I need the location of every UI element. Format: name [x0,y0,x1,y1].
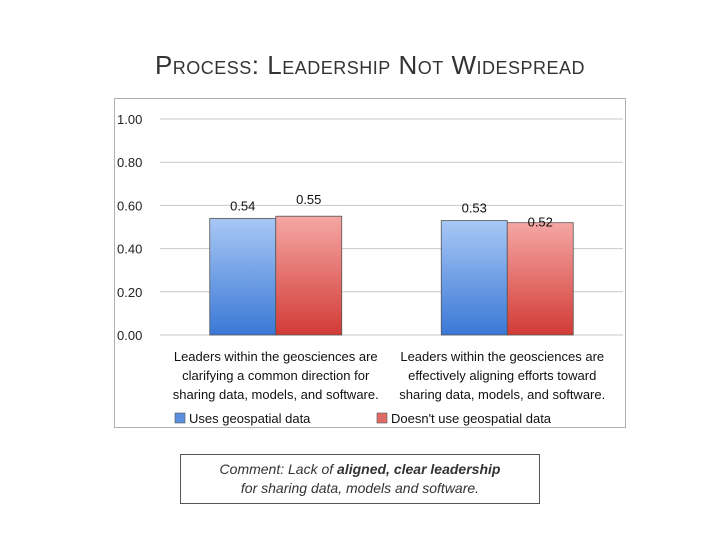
comment-bold: aligned, clear leadership [337,461,501,477]
category-label: Leaders within the geosciences are [174,349,378,364]
category-label: Leaders within the geosciences are [400,349,604,364]
category-label: effectively aligning efforts toward [408,368,596,383]
bar-chart: 0.00 0.20 0.40 0.60 0.80 1.00 0.54 0.55 0.53 0.5… [117,112,623,426]
legend-label: Uses geospatial data [189,411,311,426]
data-label: 0.52 [528,215,553,230]
bar [506,222,574,336]
chart-frame: 0.00 0.20 0.40 0.60 0.80 1.00 0.54 0.55 0.53 0.5… [114,98,626,428]
data-label: 0.55 [296,192,321,207]
category-label: clarifying a common direction for [182,368,370,383]
y-tick-label: 0.60 [117,198,142,213]
y-tick-label: 1.00 [117,112,142,127]
y-tick-label: 0.80 [117,155,142,170]
y-tick-label: 0.00 [117,328,142,343]
comment-box: Comment: Lack of aligned, clear leadersh… [180,454,540,504]
category-label: sharing data, models, and software. [399,387,605,402]
comment-suffix: for sharing data, models and software. [240,480,480,496]
legend-swatch [174,412,186,424]
data-label: 0.53 [462,201,487,216]
data-label: 0.54 [230,198,255,213]
comment-prefix: Comment: Lack of [219,461,338,477]
y-tick-label: 0.20 [117,285,142,300]
y-tick-label: 0.40 [117,242,142,257]
legend-swatch [376,412,388,424]
slide-title: Process: Leadership Not Widespread [154,50,586,80]
bar [209,217,277,336]
bar [275,215,343,336]
bar [440,220,508,336]
category-label: sharing data, models, and software. [173,387,379,402]
legend-label: Doesn't use geospatial data [391,411,552,426]
